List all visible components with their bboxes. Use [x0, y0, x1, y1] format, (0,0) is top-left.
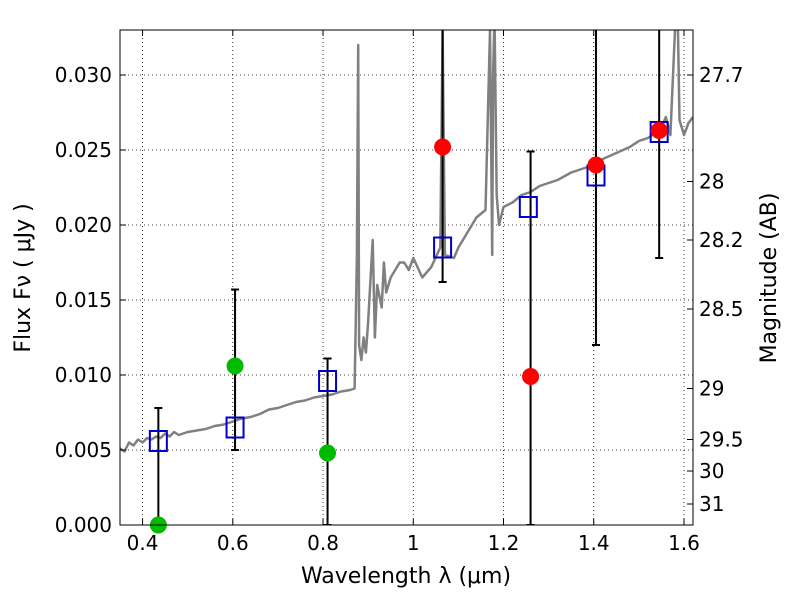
y-tick-label: 0.020: [55, 213, 112, 237]
right-tick-label: 28.2: [699, 228, 744, 252]
right-tick-label: 29.5: [699, 428, 744, 452]
x-tick-label: 0.8: [307, 531, 339, 555]
right-axis-label: Magnitude (AB): [757, 193, 782, 364]
y-tick-label: 0.025: [55, 138, 112, 162]
x-tick-label: 0.6: [217, 531, 249, 555]
x-axis-label: Wavelength λ (μm): [301, 564, 511, 589]
photometry-point: [319, 444, 337, 462]
right-axis-ticks: 27.7 28 28.2 28.5 29 29.5 30 31: [687, 63, 744, 516]
photometry-point: [650, 122, 668, 139]
photometry-point: [587, 156, 605, 174]
y-tick-label: 0.010: [55, 363, 112, 387]
x-tick-label: 1.6: [668, 531, 700, 555]
model-bandpass-box: [433, 236, 453, 259]
y-tick-label: 0.005: [55, 438, 112, 462]
y-axis-label: Flux Fν ( μJy ): [11, 203, 36, 352]
model-bandpass-box: [148, 430, 168, 452]
y-tick-label: 0.030: [55, 63, 112, 87]
x-tick-label: 1.4: [578, 531, 610, 555]
photometry-point: [226, 357, 244, 375]
right-tick-label: 30: [699, 459, 724, 483]
x-tick-label: 0.4: [127, 531, 159, 555]
y-tick-label: 0.000: [55, 513, 112, 537]
right-tick-label: 27.7: [699, 63, 744, 87]
model-bandpass-box: [518, 196, 538, 218]
right-tick-label: 28: [699, 170, 724, 194]
photometry-points: [149, 122, 668, 534]
right-tick-label: 29: [699, 377, 724, 401]
y-axis-ticks: 0.000 0.005 0.010 0.015 0.020 0.025 0.030: [55, 63, 126, 537]
plot-frame: [119, 29, 694, 526]
right-tick-label: 31: [699, 492, 724, 516]
model-bandpass-box: [225, 416, 245, 439]
x-axis-ticks: 0.4 0.6 0.8 1 1.2 1.4 1.6: [127, 30, 700, 555]
model-bandpass-box: [318, 370, 338, 392]
right-tick-label: 28.5: [699, 297, 744, 321]
photometry-point: [522, 368, 540, 385]
y-tick-label: 0.015: [55, 288, 112, 312]
photometry-point: [434, 138, 452, 156]
x-tick-label: 1: [407, 531, 420, 555]
x-tick-label: 1.2: [488, 531, 520, 555]
